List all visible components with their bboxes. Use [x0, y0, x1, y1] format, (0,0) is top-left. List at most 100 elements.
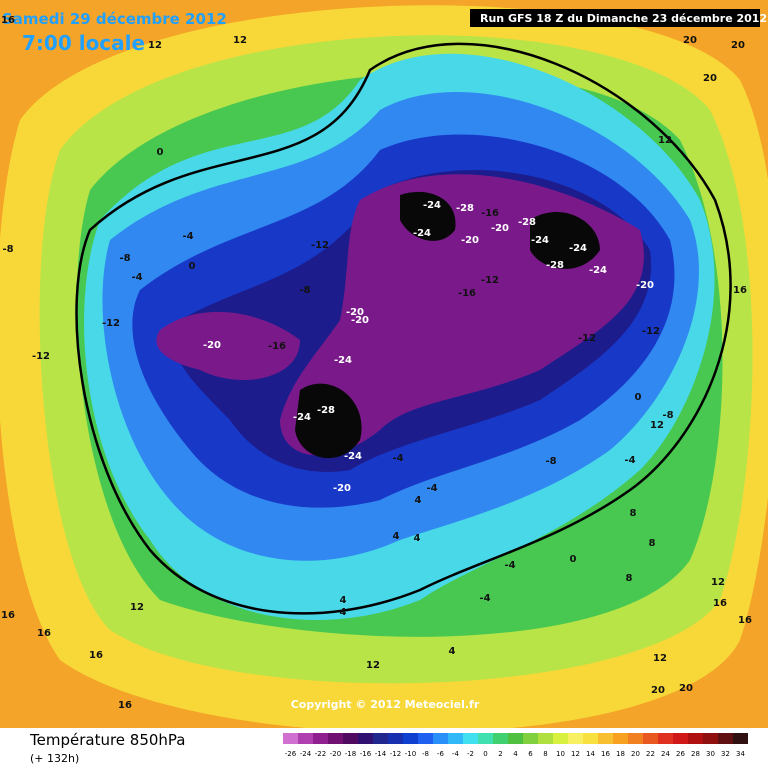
- legend-swatch: [613, 733, 628, 744]
- contour-label: -12: [642, 326, 660, 337]
- contour-label: -20: [346, 307, 364, 318]
- contour-label: 16: [713, 598, 727, 609]
- legend-tick-label: -2: [467, 750, 474, 758]
- contour-label: -12: [311, 240, 329, 251]
- contour-label: 12: [650, 420, 664, 431]
- legend-tick-label: -14: [375, 750, 387, 758]
- contour-label: -24: [334, 355, 352, 366]
- legend-tick-label: 18: [616, 750, 625, 758]
- contour-label: -12: [578, 333, 596, 344]
- contour-label: -24: [413, 228, 431, 239]
- legend-tick-label: 8: [543, 750, 547, 758]
- legend-swatch: [688, 733, 703, 744]
- contour-label: -16: [458, 288, 476, 299]
- contour-label: 16: [118, 700, 132, 711]
- contour-label: -20: [333, 483, 351, 494]
- contour-label: 20: [703, 73, 717, 84]
- contour-label: -24: [423, 200, 441, 211]
- legend-swatch: [328, 733, 343, 744]
- contour-label: -16: [268, 341, 286, 352]
- contour-label: 16: [1, 610, 15, 621]
- contour-label: -28: [456, 203, 474, 214]
- contour-label: 4: [414, 533, 421, 544]
- legend-tick-label: -20: [330, 750, 341, 758]
- contour-label: -24: [531, 235, 549, 246]
- legend-tick-label: -16: [360, 750, 372, 758]
- legend-swatch: [433, 733, 448, 744]
- lead-time: (+ 132h): [30, 752, 79, 765]
- legend-swatch: [343, 733, 358, 744]
- legend-tick-label: 4: [513, 750, 518, 758]
- legend-tick-label: -22: [315, 750, 326, 758]
- legend-tick-label: 24: [661, 750, 670, 758]
- contour-label: -20: [203, 340, 221, 351]
- contour-label: 12: [233, 35, 247, 46]
- legend-tick-label: 2: [498, 750, 502, 758]
- legend-tick-label: 34: [736, 750, 745, 758]
- legend-tick-label: -26: [285, 750, 297, 758]
- contour-label: -4: [426, 483, 437, 494]
- contour-label: -4: [504, 560, 515, 571]
- legend-swatch: [388, 733, 403, 744]
- contour-label: 12: [711, 577, 725, 588]
- contour-label: -8: [299, 285, 310, 296]
- contour-label: 16: [1, 15, 15, 26]
- contour-label: -20: [636, 280, 654, 291]
- contour-label: 16: [37, 628, 51, 639]
- contour-label: 4: [449, 646, 456, 657]
- contour-label: -20: [351, 315, 369, 326]
- legend-tick-label: -18: [345, 750, 356, 758]
- run-banner: [470, 9, 760, 27]
- color-legend: -26 -24 -22 -20 -18 -16 -14 -12 -10 -8 -6 -4 -2 0 2 4 6 8…: [283, 733, 748, 758]
- contour-label: 12: [653, 653, 667, 664]
- zero-isotherm: [75, 42, 732, 615]
- contour-label: -20: [491, 223, 509, 234]
- legend-swatch: [538, 733, 553, 744]
- contour-label: -4: [624, 455, 635, 466]
- contour-label: 20: [683, 35, 697, 46]
- contour-label: -8: [662, 410, 673, 421]
- contour-label: -4: [479, 593, 490, 604]
- legend-swatch: [298, 733, 313, 744]
- legend-swatch: [628, 733, 643, 744]
- legend-swatch: [508, 733, 523, 744]
- contour-label: 16: [738, 615, 752, 626]
- contour-label: 4: [340, 595, 347, 606]
- legend-swatch: [313, 733, 328, 744]
- contour-label: -8: [119, 253, 130, 264]
- contour-label: -16: [481, 208, 499, 219]
- contour-label: 0: [635, 392, 642, 403]
- legend-tick-label: -24: [300, 750, 312, 758]
- contour-label: -4: [182, 231, 193, 242]
- legend-tick-label: 26: [676, 750, 685, 758]
- legend-tick-label: 16: [601, 750, 610, 758]
- contour-label: 4: [415, 495, 422, 506]
- legend-swatch: [718, 733, 733, 744]
- legend-tick-label: 28: [691, 750, 700, 758]
- legend-swatch: [478, 733, 493, 744]
- contour-label: -24: [344, 451, 362, 462]
- run-label: Run GFS 18 Z du Dimanche 23 décembre 201…: [480, 12, 767, 25]
- time-label: 7:00 locale: [22, 31, 145, 55]
- contour-label: -24: [589, 265, 607, 276]
- contour-label: -28: [317, 405, 335, 416]
- legend-swatch: [418, 733, 433, 744]
- contour-label: 4: [393, 531, 400, 542]
- contour-label: 20: [679, 683, 693, 694]
- contour-label: 4: [340, 607, 347, 618]
- contour-label: 20: [651, 685, 665, 696]
- legend-swatch: [448, 733, 463, 744]
- legend-tick-label: 6: [528, 750, 533, 758]
- legend-tick-label: -10: [405, 750, 416, 758]
- legend-swatch: [493, 733, 508, 744]
- legend-swatch: [463, 733, 478, 744]
- legend-tick-label: 30: [706, 750, 715, 758]
- legend-swatch: [598, 733, 613, 744]
- zone-purple: [156, 174, 644, 456]
- contour-label: 12: [148, 40, 162, 51]
- legend-swatch: [358, 733, 373, 744]
- legend-swatch: [583, 733, 598, 744]
- legend-tick-label: 20: [631, 750, 640, 758]
- legend-swatch: [403, 733, 418, 744]
